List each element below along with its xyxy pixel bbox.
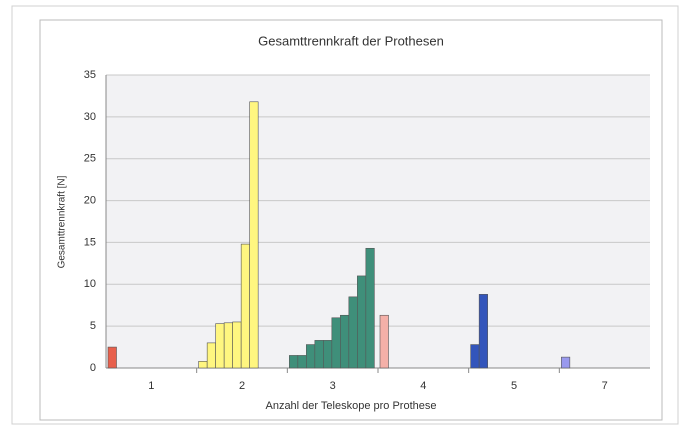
- bar: [289, 355, 299, 369]
- x-tick-label: 4: [420, 380, 426, 392]
- bar: [206, 342, 216, 369]
- bar: [297, 355, 307, 369]
- y-tick-label: 30: [84, 111, 96, 123]
- bar: [323, 340, 333, 369]
- bar: [215, 323, 225, 369]
- bar: [348, 296, 358, 369]
- x-tick-label: 3: [330, 380, 336, 392]
- bar: [223, 322, 233, 369]
- bar: [379, 314, 389, 369]
- y-axis-label: Gesamttrennkraft [N]: [57, 175, 68, 268]
- y-tick-label: 20: [84, 194, 96, 206]
- y-tick-label: 25: [84, 153, 96, 165]
- bar: [470, 344, 480, 369]
- y-tick-label: 10: [84, 278, 96, 290]
- x-tick-label: 5: [511, 380, 517, 392]
- y-tick-label: 0: [90, 362, 96, 374]
- bar: [240, 243, 250, 369]
- bar: [331, 317, 341, 369]
- x-axis-label: Anzahl der Teleskope pro Prothese: [265, 400, 436, 412]
- y-tick-label: 35: [84, 69, 96, 81]
- bar: [314, 340, 324, 369]
- x-tick-label: 1: [148, 380, 154, 392]
- bar: [198, 361, 208, 369]
- bar: [561, 356, 571, 369]
- bar: [478, 294, 488, 369]
- y-tick-label: 15: [84, 236, 96, 248]
- chart-title: Gesamttrennkraft der Prothesen: [258, 33, 444, 48]
- bar: [107, 346, 117, 369]
- bar: [357, 275, 367, 369]
- bar: [365, 247, 375, 369]
- bar: [249, 101, 259, 369]
- bar: [340, 314, 350, 369]
- bar: [306, 344, 316, 369]
- y-tick-label: 5: [90, 320, 96, 332]
- plot-area: [106, 75, 650, 368]
- x-tick-label: 7: [602, 380, 608, 392]
- bar: [232, 321, 242, 369]
- x-tick-label: 2: [239, 380, 245, 392]
